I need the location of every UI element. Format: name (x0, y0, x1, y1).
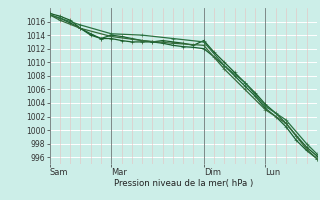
X-axis label: Pression niveau de la mer( hPa ): Pression niveau de la mer( hPa ) (114, 179, 253, 188)
